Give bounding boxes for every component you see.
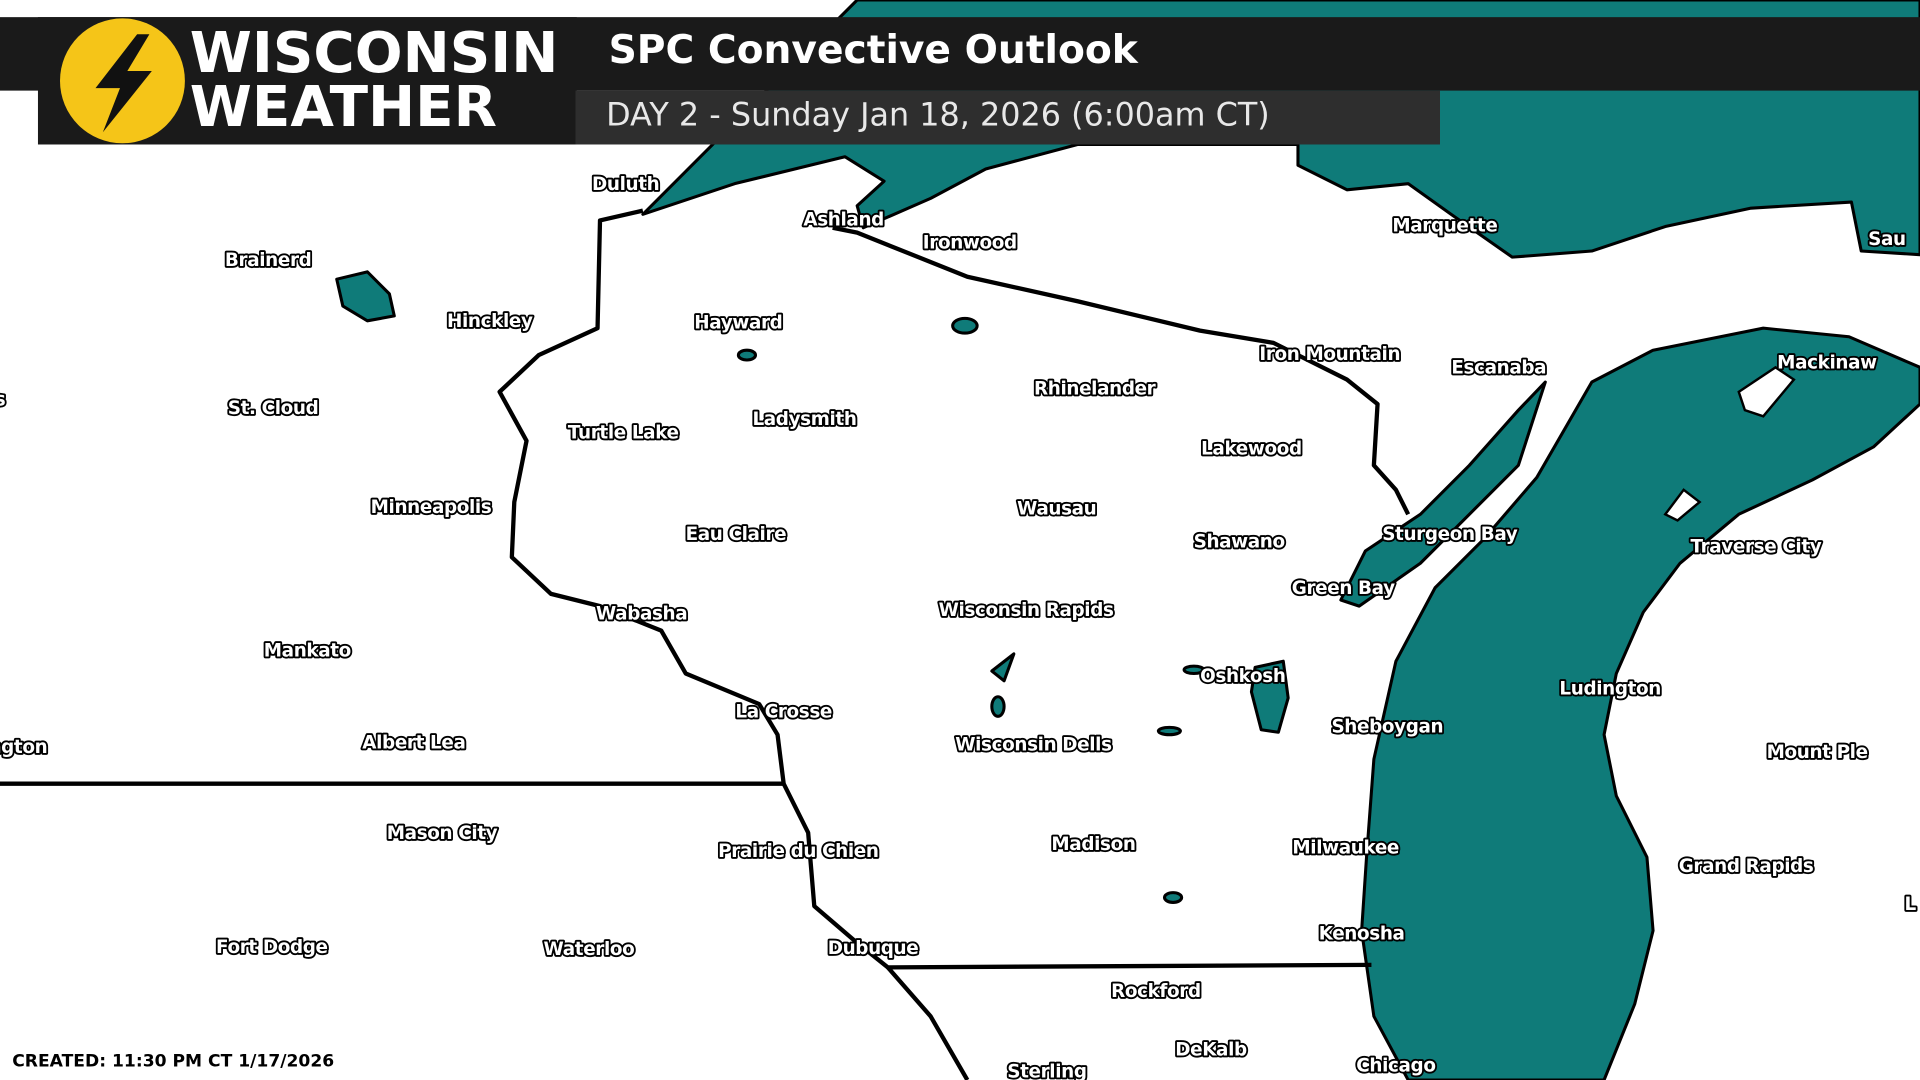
city-label: Madison bbox=[1051, 834, 1135, 855]
city-label: Duluth bbox=[592, 174, 659, 195]
city-label: Brainerd bbox=[225, 250, 312, 271]
city-label: Iron Mountain bbox=[1259, 344, 1400, 365]
city-label: Hinckley bbox=[447, 311, 533, 332]
city-label: Wabasha bbox=[596, 604, 687, 625]
city-label: rthington bbox=[0, 737, 47, 758]
city-label: Mason City bbox=[387, 823, 498, 844]
city-label: Ashland bbox=[803, 209, 884, 230]
city-label: Sturgeon Bay bbox=[1382, 524, 1518, 545]
city-label: Sheboygan bbox=[1331, 716, 1443, 737]
city-label: La Crosse bbox=[735, 702, 832, 723]
city-label: Rockford bbox=[1111, 981, 1201, 1002]
city-label: DeKalb bbox=[1175, 1040, 1247, 1061]
logo-line2: WEATHER bbox=[190, 75, 497, 140]
state-lines bbox=[0, 781, 970, 1080]
city-label: Waterloo bbox=[544, 939, 635, 960]
inland-lakes bbox=[335, 270, 1290, 904]
city-label: Albert Lea bbox=[362, 732, 465, 753]
city-label: Shawano bbox=[1194, 531, 1285, 552]
lake-michigan bbox=[1360, 326, 1920, 1080]
city-label: Ludington bbox=[1559, 678, 1661, 699]
island bbox=[1663, 365, 1796, 522]
created-note: CREATED: 11:30 PM CT 1/17/2026 bbox=[12, 1052, 334, 1072]
city-label: Dubuque bbox=[828, 938, 919, 959]
subtitle-bar bbox=[575, 90, 1440, 145]
title: SPC Convective Outlook bbox=[609, 28, 1139, 73]
city-label: Oshkosh bbox=[1200, 666, 1285, 687]
city-label: Wausau bbox=[1017, 498, 1096, 519]
city-label: Wisconsin Dells bbox=[955, 735, 1112, 756]
city-label: Ironwood bbox=[923, 233, 1017, 254]
city-label: Wisconsin Rapids bbox=[939, 600, 1114, 621]
subtitle: DAY 2 - Sunday Jan 18, 2026 (6:00am CT) bbox=[606, 95, 1270, 133]
city-label: Fort Dodge bbox=[216, 937, 328, 958]
city-label: Lakewood bbox=[1201, 438, 1302, 459]
city-label: Grand Rapids bbox=[1679, 856, 1814, 877]
logo-line1: WISCONSIN bbox=[190, 21, 559, 86]
city-label: Mount Ple bbox=[1767, 742, 1868, 763]
city-label: Hayward bbox=[694, 312, 782, 333]
city-label: Chicago bbox=[1356, 1056, 1435, 1077]
city-label: Sterling bbox=[1007, 1062, 1086, 1080]
city-label: Kenosha bbox=[1319, 923, 1405, 944]
city-label: Mackinaw bbox=[1777, 353, 1877, 374]
city-label: Marquette bbox=[1392, 216, 1497, 237]
city-label: Eau Claire bbox=[686, 524, 787, 545]
green-bay bbox=[1339, 380, 1547, 608]
city-label: s bbox=[0, 389, 6, 410]
city-labels: Duluth Ashland Ironwood Marquette Sau Brainer… bbox=[0, 172, 1919, 1080]
city-label: Prairie du Chien bbox=[718, 841, 878, 862]
city-label: Escanaba bbox=[1451, 358, 1546, 379]
city-label: St. Cloud bbox=[228, 398, 319, 419]
city-label: Turtle Lake bbox=[568, 422, 679, 443]
city-label: Rhinelander bbox=[1034, 378, 1156, 399]
wi-mi-border bbox=[832, 225, 1411, 516]
logo-bolt bbox=[95, 34, 152, 133]
city-label: Traverse City bbox=[1690, 536, 1821, 557]
city-label: Milwaukee bbox=[1292, 838, 1399, 859]
city-label: Ladysmith bbox=[752, 409, 856, 430]
wisconsin-border bbox=[497, 208, 1372, 970]
city-label: Sau bbox=[1868, 229, 1906, 250]
city-label: Mankato bbox=[264, 640, 351, 661]
city-label: Green Bay bbox=[1292, 578, 1395, 599]
city-label: Minneapolis bbox=[371, 497, 492, 518]
city-label: L bbox=[1905, 894, 1917, 915]
